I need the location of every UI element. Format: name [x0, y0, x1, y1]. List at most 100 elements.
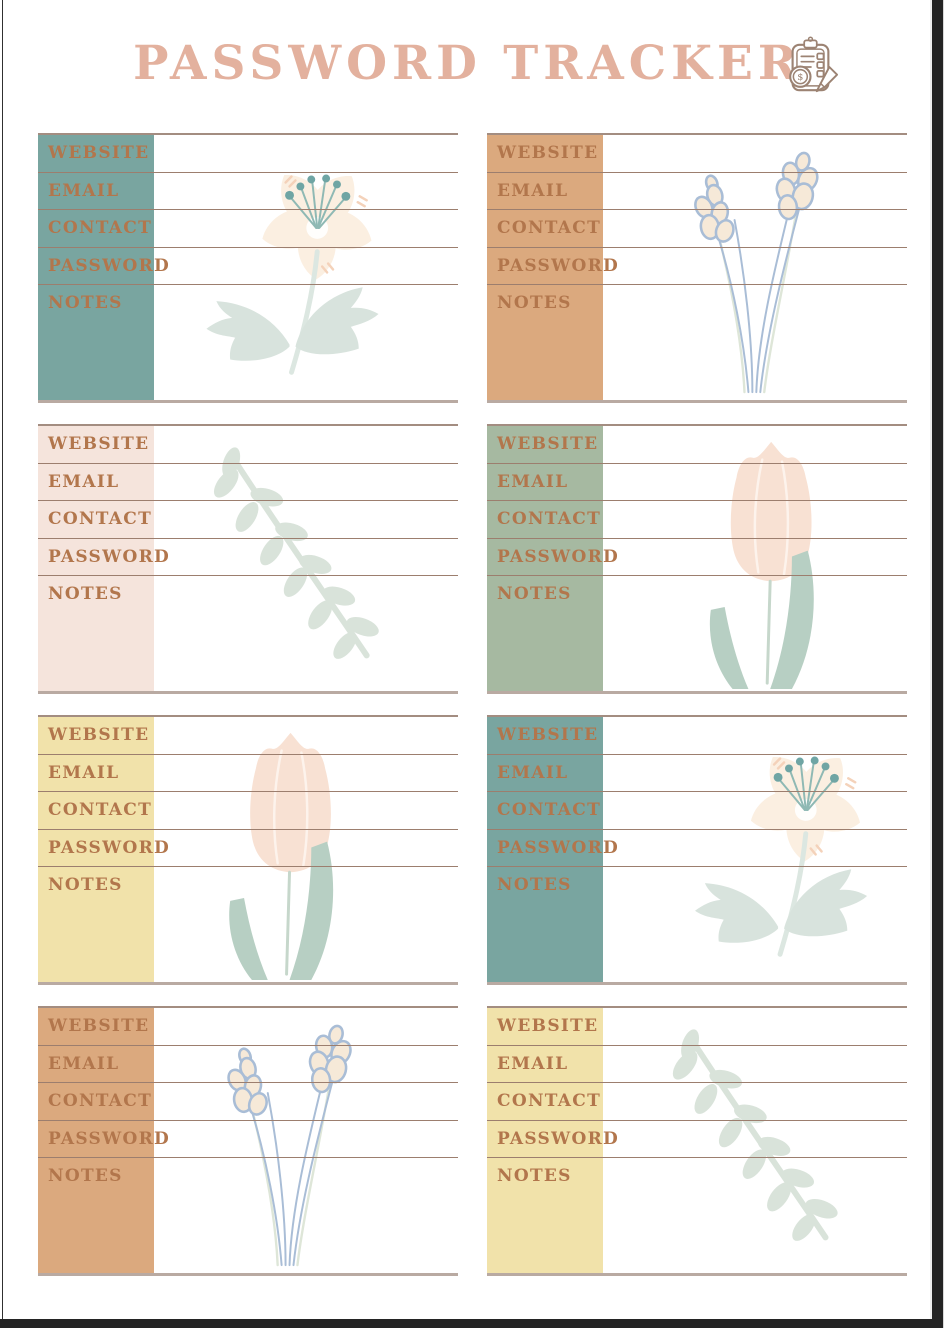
field-label-website: WEBSITE [48, 1016, 150, 1036]
field-row-contact: CONTACT [38, 792, 458, 830]
field-row-contact: CONTACT [38, 210, 458, 248]
field-row-password: PASSWORD [487, 539, 907, 576]
field-row-email: EMAIL [38, 755, 458, 792]
field-row-website: WEBSITE [38, 1008, 458, 1046]
cards-grid: WEBSITE EMAIL CONTACT PASSWORD NOTES WEB… [38, 133, 907, 1276]
field-label-notes: NOTES [497, 875, 572, 895]
field-row-password: PASSWORD [487, 248, 907, 285]
field-row-notes: NOTES [487, 285, 907, 400]
field-row-notes: NOTES [38, 867, 458, 982]
field-label-notes: NOTES [497, 1166, 572, 1186]
field-label-contact: CONTACT [497, 800, 602, 820]
field-label-email: EMAIL [48, 762, 120, 783]
field-label-email: EMAIL [48, 180, 120, 201]
field-label-password: PASSWORD [497, 546, 620, 567]
field-label-email: EMAIL [497, 1053, 569, 1074]
card-5-yellow-tulip: WEBSITE EMAIL CONTACT PASSWORD NOTES [38, 715, 458, 985]
field-label-notes: NOTES [48, 1166, 123, 1186]
card-sidebar [487, 426, 603, 691]
field-row-email: EMAIL [38, 1046, 458, 1083]
field-label-website: WEBSITE [497, 143, 599, 163]
field-label-contact: CONTACT [497, 509, 602, 529]
field-row-contact: CONTACT [487, 501, 907, 539]
field-label-notes: NOTES [497, 293, 572, 313]
field-label-notes: NOTES [497, 584, 572, 604]
field-row-password: PASSWORD [38, 539, 458, 576]
card-rows: WEBSITE EMAIL CONTACT PASSWORD NOTES [38, 717, 458, 982]
field-label-contact: CONTACT [48, 509, 153, 529]
card-sidebar [487, 1008, 603, 1273]
field-label-website: WEBSITE [48, 143, 150, 163]
field-label-password: PASSWORD [48, 255, 171, 276]
field-row-password: PASSWORD [487, 1121, 907, 1158]
field-row-email: EMAIL [38, 464, 458, 501]
card-rows: WEBSITE EMAIL CONTACT PASSWORD NOTES [487, 1008, 907, 1273]
field-label-contact: CONTACT [48, 1091, 153, 1111]
field-label-website: WEBSITE [497, 434, 599, 454]
field-row-contact: CONTACT [487, 210, 907, 248]
field-row-password: PASSWORD [38, 248, 458, 285]
viewer-edge-bottom [0, 1319, 944, 1328]
card-sidebar [38, 426, 154, 691]
viewer-edge-left [2, 0, 3, 1319]
field-row-website: WEBSITE [38, 426, 458, 464]
page-right-shadow [930, 0, 932, 1319]
card-3-blush-eucalyptus: WEBSITE EMAIL CONTACT PASSWORD NOTES [38, 424, 458, 694]
field-row-notes: NOTES [38, 1158, 458, 1273]
card-sidebar [487, 717, 603, 982]
page-title: PASSWORD TRACKER [133, 36, 802, 91]
field-row-contact: CONTACT [487, 1083, 907, 1121]
card-rows: WEBSITE EMAIL CONTACT PASSWORD NOTES [38, 426, 458, 691]
page-header: PASSWORD TRACKER $ [0, 0, 935, 130]
field-row-notes: NOTES [38, 576, 458, 691]
field-label-website: WEBSITE [497, 1016, 599, 1036]
field-label-contact: CONTACT [497, 1091, 602, 1111]
card-4-sage-tulip: WEBSITE EMAIL CONTACT PASSWORD NOTES [487, 424, 907, 694]
field-row-website: WEBSITE [38, 717, 458, 755]
field-row-notes: NOTES [487, 1158, 907, 1273]
field-row-notes: NOTES [487, 576, 907, 691]
field-label-password: PASSWORD [48, 837, 171, 858]
field-label-notes: NOTES [48, 293, 123, 313]
field-row-email: EMAIL [487, 755, 907, 792]
card-8-yellow-eucalyptus: WEBSITE EMAIL CONTACT PASSWORD NOTES [487, 1006, 907, 1276]
card-sidebar [487, 135, 603, 400]
field-row-email: EMAIL [487, 1046, 907, 1083]
field-label-contact: CONTACT [48, 218, 153, 238]
field-label-contact: CONTACT [48, 800, 153, 820]
field-row-website: WEBSITE [38, 135, 458, 173]
field-row-password: PASSWORD [38, 1121, 458, 1158]
field-label-contact: CONTACT [497, 218, 602, 238]
field-label-password: PASSWORD [497, 1128, 620, 1149]
card-sidebar [38, 135, 154, 400]
field-row-email: EMAIL [38, 173, 458, 210]
field-label-email: EMAIL [497, 180, 569, 201]
field-row-password: PASSWORD [487, 830, 907, 867]
field-label-email: EMAIL [497, 471, 569, 492]
field-row-email: EMAIL [487, 464, 907, 501]
card-rows: WEBSITE EMAIL CONTACT PASSWORD NOTES [487, 135, 907, 400]
card-rows: WEBSITE EMAIL CONTACT PASSWORD NOTES [38, 1008, 458, 1273]
field-label-password: PASSWORD [48, 546, 171, 567]
field-label-email: EMAIL [497, 762, 569, 783]
card-6-teal-blossom: WEBSITE EMAIL CONTACT PASSWORD NOTES [487, 715, 907, 985]
field-label-email: EMAIL [48, 1053, 120, 1074]
card-2-tan-lavender: WEBSITE EMAIL CONTACT PASSWORD NOTES [487, 133, 907, 403]
field-row-notes: NOTES [38, 285, 458, 400]
field-label-password: PASSWORD [497, 255, 620, 276]
card-sidebar [38, 1008, 154, 1273]
card-7-tan-lavender: WEBSITE EMAIL CONTACT PASSWORD NOTES [38, 1006, 458, 1276]
card-rows: WEBSITE EMAIL CONTACT PASSWORD NOTES [487, 717, 907, 982]
field-row-website: WEBSITE [487, 717, 907, 755]
field-row-website: WEBSITE [487, 1008, 907, 1046]
field-row-notes: NOTES [487, 867, 907, 982]
field-row-contact: CONTACT [487, 792, 907, 830]
field-label-website: WEBSITE [48, 725, 150, 745]
svg-text:$: $ [797, 72, 803, 83]
field-label-notes: NOTES [48, 584, 123, 604]
field-label-website: WEBSITE [497, 725, 599, 745]
card-1-teal-blossom: WEBSITE EMAIL CONTACT PASSWORD NOTES [38, 133, 458, 403]
viewer-edge-right [932, 0, 943, 1328]
field-row-email: EMAIL [487, 173, 907, 210]
